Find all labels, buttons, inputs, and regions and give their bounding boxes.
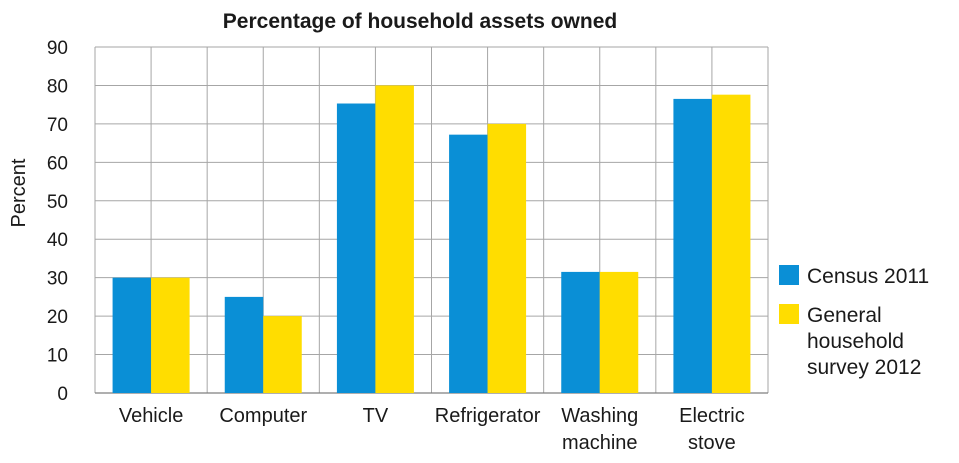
y-tick-label: 40: [47, 230, 68, 251]
bar-series1-4: [561, 271, 600, 393]
bar-series2-3: [487, 123, 527, 393]
category-label: Electric stove: [679, 405, 745, 454]
legend: Census 2011 General household survey 2012: [779, 265, 929, 379]
category-label: Vehicle: [119, 405, 184, 427]
y-tick-label: 20: [47, 307, 68, 328]
bar-series2-0: [151, 277, 190, 393]
bar-series1-5: [673, 98, 712, 394]
bar-series2-5: [711, 94, 751, 393]
legend-swatch: [779, 265, 799, 285]
legend-label: Census 2011: [807, 265, 929, 288]
category-label: Refrigerator: [435, 405, 541, 427]
bar-series1-2: [336, 103, 376, 393]
y-axis-label: Percent: [8, 158, 30, 227]
category-label: TV: [363, 405, 389, 427]
bar-series1-1: [224, 296, 264, 393]
legend-label: General household survey 2012: [807, 304, 921, 379]
bar-series2-2: [375, 85, 414, 393]
chart-title: Percentage of household assets owned: [223, 10, 617, 33]
y-tick-label: 10: [47, 346, 68, 367]
y-tick-label: 70: [47, 115, 68, 136]
y-tick-label: 60: [47, 153, 68, 174]
bar-series1-0: [112, 277, 152, 393]
bar-series2-1: [263, 316, 302, 393]
y-tick-label: 90: [47, 38, 68, 59]
legend-swatch: [779, 304, 799, 324]
bar-series2-4: [599, 271, 639, 393]
bars: [112, 85, 751, 394]
category-labels: Vehicle Computer TV Refrigerator Washing mach…: [119, 405, 745, 454]
y-tick-label: 0: [57, 384, 68, 405]
y-tick-label: 30: [47, 269, 68, 290]
category-label: Washing machine: [561, 405, 638, 454]
gridlines: [94, 46, 769, 394]
y-tick-label: 80: [47, 76, 68, 97]
category-label: Computer: [219, 405, 307, 427]
y-tick-label: 50: [47, 192, 68, 213]
y-tick-labels: 0 10 20 30 40 50 60 70 80 90: [47, 38, 68, 405]
bar-series1-3: [449, 134, 488, 394]
